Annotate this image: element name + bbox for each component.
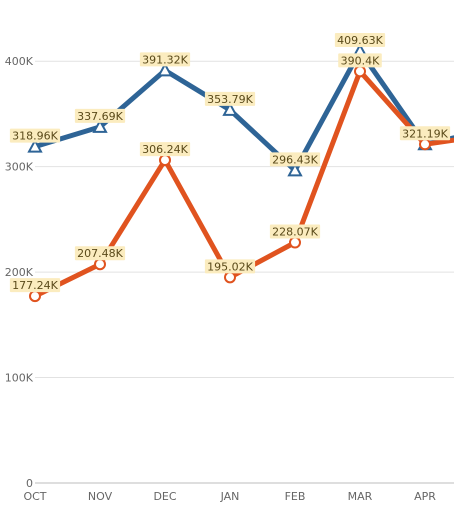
data-label-bg	[334, 33, 386, 48]
x-tick-label: DEC	[153, 490, 176, 503]
data-label-bg	[139, 142, 191, 157]
x-tick-label: FEB	[285, 490, 306, 503]
data-labels: 318.96K 337.69K 391.32K 353.79K 296.43K 409.6…	[9, 33, 451, 293]
triangle-marker	[92, 118, 108, 133]
x-tick-label: NOV	[88, 490, 113, 503]
data-label-text: 353.79K	[207, 93, 253, 106]
data-label-text: 296.43K	[272, 153, 318, 166]
y-tick-label: 100K	[5, 372, 34, 385]
data-label-bg	[204, 91, 256, 106]
triangle-marker	[222, 101, 238, 116]
data-label-text: 207.48K	[77, 247, 123, 260]
triangle-marker	[157, 62, 173, 77]
data-label-bg	[338, 53, 382, 68]
data-label: 337.69K	[74, 108, 126, 123]
y-tick-label: 0	[26, 477, 33, 490]
data-label-bg	[399, 126, 451, 141]
circle-marker	[159, 154, 171, 167]
y-tick-label: 200K	[5, 266, 34, 279]
data-label-text: 321.19K	[402, 127, 448, 140]
data-label-bg	[269, 152, 321, 167]
y-tick-label: 400K	[5, 55, 34, 68]
data-label: 318.96K	[9, 128, 61, 143]
data-label: 390.4K	[338, 53, 382, 68]
data-label: 391.32K	[139, 52, 191, 67]
data-label: 296.43K	[269, 152, 321, 167]
data-label-text: 195.02K	[207, 260, 253, 273]
circle-marker	[29, 290, 41, 303]
data-label-bg	[74, 108, 126, 123]
y-tick-label: 300K	[5, 161, 34, 174]
triangle-marker	[27, 138, 43, 153]
triangle-marker	[287, 162, 303, 177]
data-label: 321.19K	[399, 126, 451, 141]
data-label: 195.02K	[204, 259, 256, 274]
data-label-text: 177.24K	[12, 279, 58, 292]
x-tick-label: MAR	[348, 490, 373, 503]
data-label: 353.79K	[204, 91, 256, 106]
circle-marker	[289, 236, 301, 249]
data-label-bg	[74, 246, 126, 261]
circle-marker	[354, 65, 366, 78]
axes: 0 100K 200K 300K 400K OCT NOV DEC JAN FEB MAR APR	[5, 55, 436, 503]
data-label-text: 390.4K	[341, 54, 380, 67]
data-label-bg	[9, 278, 61, 293]
x-tick-label: JAN	[220, 490, 240, 503]
data-label-text: 318.96K	[12, 130, 58, 143]
data-label-bg	[204, 259, 256, 274]
data-label: 228.07K	[269, 224, 321, 239]
data-label: 177.24K	[9, 278, 61, 293]
data-label-bg	[139, 52, 191, 67]
x-tick-label: APR	[414, 490, 436, 503]
data-label-bg	[9, 128, 61, 143]
data-label-text: 391.32K	[142, 53, 188, 66]
data-label: 306.24K	[139, 142, 191, 157]
data-label-text: 409.63K	[337, 34, 383, 47]
data-label: 409.63K	[334, 33, 386, 48]
data-label-bg	[269, 224, 321, 239]
data-label-text: 306.24K	[142, 143, 188, 156]
circle-marker	[94, 258, 106, 271]
data-label-text: 228.07K	[272, 226, 318, 239]
data-label-text: 337.69K	[77, 110, 123, 123]
circle-marker	[419, 138, 431, 151]
x-tick-label: OCT	[23, 490, 46, 503]
circle-marker	[224, 271, 236, 284]
data-label: 207.48K	[74, 246, 126, 261]
